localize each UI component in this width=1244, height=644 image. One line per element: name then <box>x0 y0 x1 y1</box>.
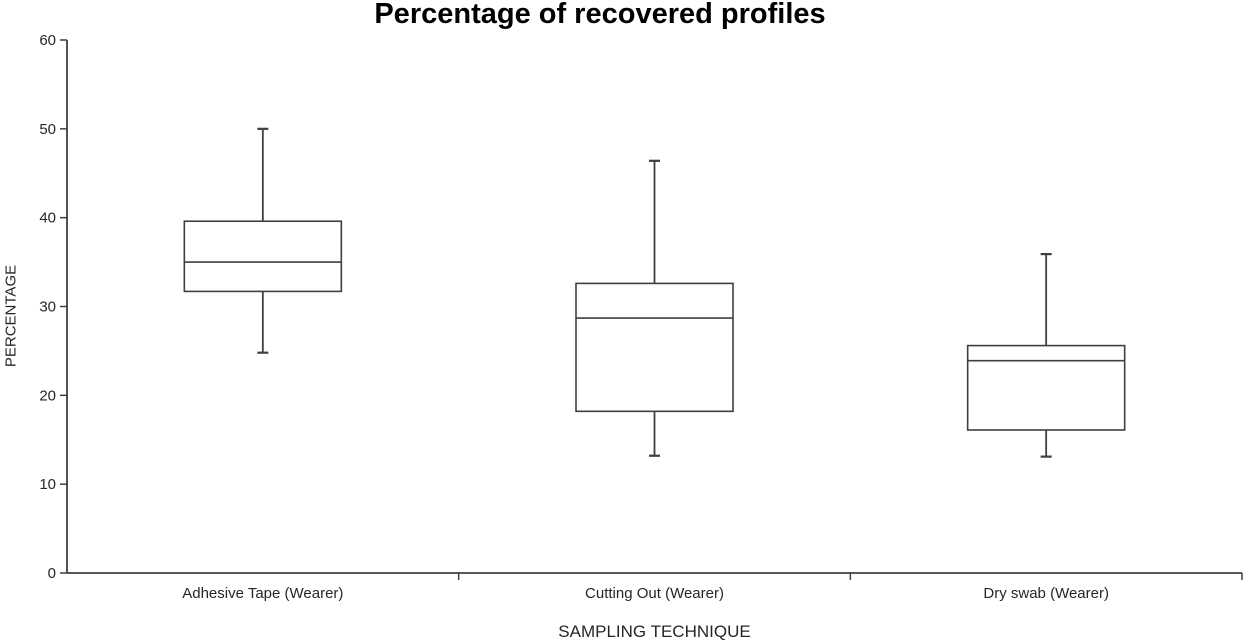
y-tick-label: 40 <box>39 210 56 227</box>
x-axis-title: SAMPLING TECHNIQUE <box>558 622 751 641</box>
category-label-adhesive-tape: Adhesive Tape (Wearer) <box>182 585 344 602</box>
category-label-cutting-out: Cutting Out (Wearer) <box>585 585 724 602</box>
y-tick-label: 20 <box>39 387 56 404</box>
y-axis-title: PERCENTAGE <box>2 264 20 368</box>
y-tick-label: 60 <box>39 32 56 49</box>
y-tick-label: 0 <box>48 565 56 582</box>
box-iqr <box>575 282 734 413</box>
y-tick-label: 30 <box>39 299 56 316</box>
y-tick-label: 50 <box>39 121 56 138</box>
y-tick-label: 10 <box>39 476 56 493</box>
box-iqr <box>183 220 343 293</box>
x-category-labels: Adhesive Tape (Wearer) Cutting Out (Wear… <box>67 585 1242 602</box>
chart-title: Percentage of recovered profiles <box>374 0 826 30</box>
box-iqr <box>966 344 1126 431</box>
category-label-dry-swab: Dry swab (Wearer) <box>983 585 1109 602</box>
